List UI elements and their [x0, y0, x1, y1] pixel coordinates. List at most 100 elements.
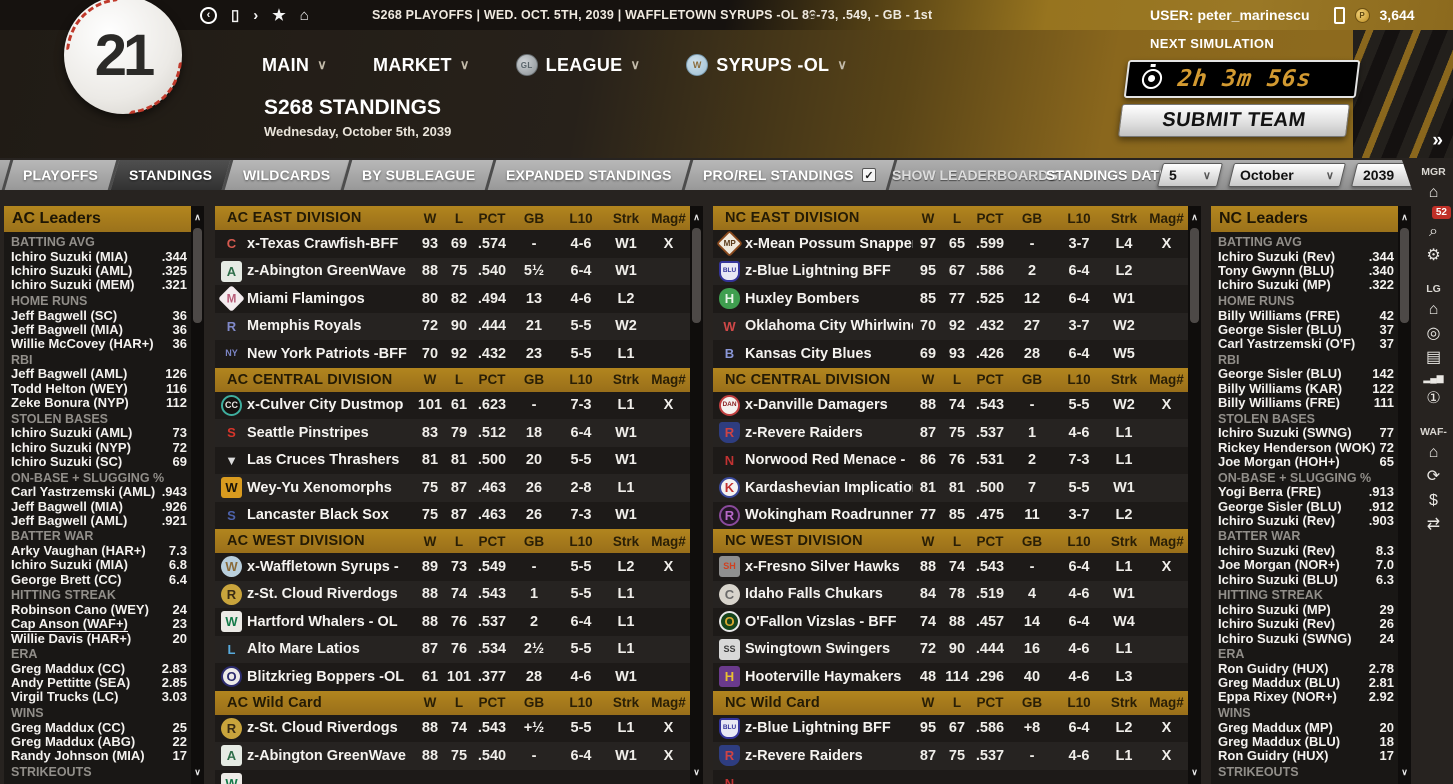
leader-row[interactable]: Greg Maddux (CC) 25: [4, 720, 190, 735]
tab-by-subleague[interactable]: BY SUBLEAGUE: [340, 160, 494, 190]
leader-row[interactable]: Ichiro Suzuki (Rev) .903: [1211, 513, 1397, 528]
leader-row[interactable]: Greg Maddux (CC) 2.83: [4, 661, 190, 676]
menu-team[interactable]: W SYRUPS -OL ∨: [686, 54, 847, 76]
scroll-up-icon[interactable]: ∧: [194, 212, 201, 222]
menu-market[interactable]: MARKET ∨: [373, 55, 470, 76]
target-icon[interactable]: ◎: [1426, 325, 1441, 342]
expand-chevron-icon[interactable]: »: [1432, 130, 1443, 151]
standings-row[interactable]: O O'Fallon Vizslas - BFF 74 88 .457 14 6-4 W4: [713, 608, 1188, 636]
leader-row[interactable]: Jeff Bagwell (MIA) .926: [4, 499, 190, 514]
scroll-down-icon[interactable]: ∨: [1401, 767, 1408, 777]
leader-row[interactable]: Ichiro Suzuki (Rev) 26: [1211, 616, 1397, 631]
scroll-handle[interactable]: [1400, 228, 1409, 323]
leader-row[interactable]: Jeff Bagwell (MIA) 36: [4, 322, 190, 337]
standings-row[interactable]: SH x-Fresno Silver Hawks 88 74 .543 - 6-4 L1 X: [713, 553, 1188, 581]
tab-expanded-standings[interactable]: EXPANDED STANDINGS: [484, 160, 690, 190]
scroll-down-icon[interactable]: ∨: [194, 767, 201, 777]
leader-row[interactable]: Jeff Bagwell (AML) .921: [4, 513, 190, 528]
leader-row[interactable]: Rickey Henderson (WOK) 72: [1211, 440, 1397, 455]
standings-date-month-dropdown[interactable]: October ∨: [1228, 163, 1346, 187]
leader-row[interactable]: George Sisler (BLU) 142: [1211, 366, 1397, 381]
leader-row[interactable]: Ichiro Suzuki (SC) 69: [4, 454, 190, 469]
standings-row[interactable]: MP x-Mean Possum Snappers 97 65 .599 - 3-7 L4 X: [713, 230, 1188, 258]
scroll-handle[interactable]: [692, 228, 701, 323]
scrollbar[interactable]: ∧ ∨: [690, 206, 703, 784]
trade-icon[interactable]: ⇄: [1426, 516, 1441, 533]
mobile-icon[interactable]: [1333, 6, 1345, 24]
leader-row[interactable]: Ichiro Suzuki (BLU) 6.3: [1211, 572, 1397, 587]
leader-row[interactable]: Ichiro Suzuki (MEM) .321: [4, 277, 190, 292]
standings-row[interactable]: ▼ Las Cruces Thrashers 81 81 .500 20 5-5 W1: [215, 446, 690, 474]
home-icon[interactable]: ⌂: [1428, 184, 1439, 201]
home-icon[interactable]: ⌂: [299, 6, 309, 24]
tab-wildcards[interactable]: WILDCARDS: [221, 160, 349, 190]
leader-row[interactable]: Ichiro Suzuki (MIA) 6.8: [4, 557, 190, 572]
search-icon[interactable]: ⌕: [1429, 223, 1438, 240]
leader-row[interactable]: Joe Morgan (NOR+) 7.0: [1211, 557, 1397, 572]
tab-playoffs[interactable]: PLAYOFFS: [1, 160, 117, 190]
standings-row[interactable]: W: [215, 769, 690, 784]
prorel-checkbox[interactable]: ✓: [861, 168, 876, 182]
leader-row[interactable]: Greg Maddux (MP) 20: [1211, 720, 1397, 735]
leader-row[interactable]: Willie Davis (HAR+) 20: [4, 631, 190, 646]
scroll-up-icon[interactable]: ∧: [1191, 212, 1198, 222]
leader-row[interactable]: Virgil Trucks (LC) 3.03: [4, 689, 190, 704]
scrollbar[interactable]: ∧ ∨: [191, 206, 204, 784]
scroll-down-icon[interactable]: ∨: [1191, 767, 1198, 777]
standings-row[interactable]: SS Swingtown Swingers 72 90 .444 16 4-6 L1: [713, 635, 1188, 663]
leader-row[interactable]: Yogi Berra (FRE) .913: [1211, 484, 1397, 499]
leader-row[interactable]: Ichiro Suzuki (SWNG) 77: [1211, 425, 1397, 440]
standings-date-day-dropdown[interactable]: 5 ∨: [1157, 163, 1223, 187]
leader-row[interactable]: Greg Maddux (ABG) 22: [4, 734, 190, 749]
standings-row[interactable]: NY New York Patriots -BFF 70 92 .432 23 5-5 L1: [215, 340, 690, 368]
standings-row[interactable]: CC x-Culver City Dustmop 101 61 .623 - 7-3 L1 X: [215, 391, 690, 419]
leader-row[interactable]: Eppa Rixey (NOR+) 2.92: [1211, 689, 1397, 704]
scroll-handle[interactable]: [193, 228, 202, 323]
leader-row[interactable]: George Sisler (BLU) 37: [1211, 322, 1397, 337]
leader-row[interactable]: Willie McCovey (HAR+) 36: [4, 336, 190, 351]
chart-icon[interactable]: ▂▄▆: [1423, 373, 1444, 383]
leader-row[interactable]: Cap Anson (WAF+) 23: [4, 616, 190, 632]
standings-row[interactable]: S Seattle Pinstripes 83 79 .512 18 6-4 W1: [215, 419, 690, 447]
leader-row[interactable]: Ichiro Suzuki (Rev) 8.3: [1211, 543, 1397, 558]
leader-row[interactable]: Ichiro Suzuki (Rev) .344: [1211, 249, 1397, 264]
standings-row[interactable]: B Kansas City Blues 69 93 .426 28 6-4 W5: [713, 340, 1188, 368]
scroll-handle[interactable]: [1190, 228, 1199, 323]
leader-row[interactable]: Todd Helton (WEY) 116: [4, 381, 190, 396]
standings-row[interactable]: W Wey-Yu Xenomorphs 75 87 .463 26 2-8 L1: [215, 474, 690, 502]
standings-row[interactable]: R Memphis Royals 72 90 .444 21 5-5 W2: [215, 312, 690, 340]
standings-row[interactable]: BLU z-Blue Lightning BFF 95 67 .586 +8 6-4 L2 X: [713, 714, 1188, 742]
home-icon[interactable]: ⌂: [1428, 301, 1439, 318]
window-icon[interactable]: ▯: [231, 6, 240, 24]
gear-icon[interactable]: ⚙: [1426, 247, 1441, 264]
menu-league[interactable]: GL LEAGUE ∨: [515, 54, 641, 76]
standings-row[interactable]: N: [713, 769, 1188, 784]
leader-row[interactable]: Greg Maddux (BLU) 18: [1211, 734, 1397, 749]
leader-row[interactable]: Billy Williams (KAR) 122: [1211, 381, 1397, 396]
standings-row[interactable]: O Blitzkrieg Boppers -OL 61 101 .377 28 4-6 W1: [215, 663, 690, 691]
leader-row[interactable]: Ichiro Suzuki (NYP) 72: [4, 440, 190, 455]
leader-row[interactable]: Ron Guidry (HUX) 2.78: [1211, 661, 1397, 676]
standings-row[interactable]: H Huxley Bombers 85 77 .525 12 6-4 W1: [713, 285, 1188, 313]
refresh-icon[interactable]: ⟳: [1426, 468, 1441, 485]
leader-row[interactable]: George Brett (CC) 6.4: [4, 572, 190, 587]
leader-row[interactable]: Carl Yastrzemski (O'F) 37: [1211, 336, 1397, 351]
standings-row[interactable]: M Miami Flamingos 80 82 .494 13 4-6 L2: [215, 285, 690, 313]
medal-icon[interactable]: ①: [1426, 390, 1441, 407]
leader-row[interactable]: Zeke Bonura (NYP) 112: [4, 395, 190, 410]
standings-row[interactable]: BLU z-Blue Lightning BFF 95 67 .586 2 6-4 L2: [713, 257, 1188, 285]
tab-pro-rel-standings[interactable]: PRO/REL STANDINGS ✓: [681, 160, 897, 190]
leader-row[interactable]: George Sisler (BLU) .912: [1211, 499, 1397, 514]
standings-row[interactable]: W Oklahoma City Whirlwind 70 92 .432 27 3-7 W2: [713, 312, 1188, 340]
leader-row[interactable]: Carl Yastrzemski (AML) .943: [4, 484, 190, 499]
home-icon[interactable]: ⌂: [1428, 444, 1439, 461]
leader-row[interactable]: Ichiro Suzuki (MIA) .344: [4, 249, 190, 264]
leader-row[interactable]: Tony Gwynn (BLU) .340: [1211, 263, 1397, 278]
tab-standings[interactable]: STANDINGS: [107, 160, 231, 190]
